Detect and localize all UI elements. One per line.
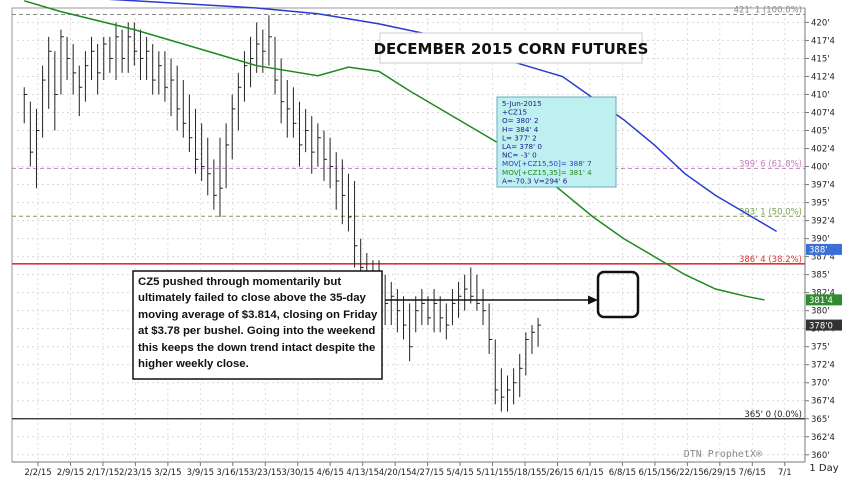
date-tick-label: 3/16/15 [216,468,249,478]
date-tick-label: 2/23/15 [119,468,152,478]
price-tick-label: 400' [811,163,830,173]
fib-level-label: 386' 4 (38.2%) [739,255,802,265]
fibonacci-levels: 421' 1 (100.0%) 399' 6 (61.8%) 393' 1 (50.… [12,5,805,420]
moving-average-line-1 [23,0,765,301]
watermark: DTN ProphetX® [684,449,763,460]
price-tick-label: 385' [811,271,830,281]
price-tick-label: 402'4 [811,145,835,155]
date-tick-label: 6/15/15 [639,468,672,478]
tooltip-line: H= 384' 4 [502,125,539,134]
chart-title: DECEMBER 2015 CORN FUTURES [374,40,649,58]
price-marker [806,319,842,331]
date-tick-label: 5/4/15 [446,468,473,478]
price-tick-label: 395' [811,199,830,209]
annotation-text: CZ5 pushed through momentarily but ultim… [138,276,378,371]
price-tick-label: 380' [811,307,830,317]
price-tick-label: 362'4 [811,433,835,443]
price-tick-label: 365' [811,415,830,425]
date-tick-label: 4/13/15 [346,468,379,478]
date-tick-label: 6/8/15 [609,468,636,478]
date-tick-label: 3/23/15 [249,468,282,478]
annotation-box [132,270,383,380]
date-tick-label: 3/9/15 [187,468,214,478]
price-tick-label: 410' [811,90,830,100]
moving-average-line-0 [107,0,777,233]
date-tick-label: 4/27/15 [411,468,444,478]
date-tick-label: 6/29/15 [703,468,736,478]
date-tick-label: 3/2/15 [154,468,181,478]
fib-level-label: 399' 6 (61.8%) [739,159,802,169]
date-tick-label: 7/1 [778,468,792,478]
price-tick-label: 360' [811,451,830,461]
date-tick-label: 3/30/15 [281,468,314,478]
grid-lines [11,7,806,463]
data-tooltip [496,96,617,188]
price-axis: 420' 417'4 415' 412'4 410' 407'4 405' 402'4 400'… [804,8,842,462]
fib-level-label: 393' 1 (50.0%) [739,207,802,217]
tooltip-line: MOV[+CZ15,50]= 388' 7 [502,159,592,168]
date-tick-label: 2/17/15 [87,468,120,478]
moving-average-lines [23,0,777,301]
date-tick-label: 6/22/15 [671,468,704,478]
price-tick-label: 390' [811,235,830,245]
date-tick-label: 5/11/15 [476,468,509,478]
price-tick-label: 397'4 [811,181,835,191]
date-tick-label: 5/18/15 [509,468,542,478]
price-tick-label: 415' [811,54,830,64]
tooltip-line: +CZ15 [502,108,527,117]
price-tick-label: 372'4 [811,361,835,371]
callout-highlight-box [596,270,640,319]
date-tick-label: 2/2/15 [24,468,51,478]
price-tick-label: 387'4 [811,253,835,263]
period-label: 1 Day [809,463,838,474]
price-tick-label: 375' [811,343,830,353]
tooltip-line: A=-70.3 V=294' 6 [502,176,568,185]
price-marker-label: 378'0 [809,321,833,331]
price-marker-label: 381'4 [809,296,833,306]
date-tick-label: 6/1/15 [576,468,603,478]
price-tick-label: 412'4 [811,72,835,82]
price-tick-label: 407'4 [811,108,835,118]
price-tick-label: 392'4 [811,217,835,227]
annotation-object: CZ5 pushed through momentarily but ultim… [138,276,378,371]
date-tick-label: 5/26/15 [541,468,574,478]
date-tick-label: 4/20/15 [379,468,412,478]
fib-level-label: 365' 0 (0.0%) [744,410,802,420]
tooltip-line: L= 377' 2 [502,133,537,142]
price-tick-label: 370' [811,379,830,389]
price-marker-label: 388' [809,246,828,256]
fib-level-label: 421' 1 (100.0%) [734,5,802,15]
tooltip-line: 5-Jun-2015 [502,99,542,108]
price-tick-label: 382'4 [811,289,835,299]
price-marker [806,294,842,306]
price-marker [806,243,842,255]
tooltip-line: O= 380' 2 [502,116,539,125]
tooltip-line: NC= -3' 0 [502,151,537,160]
date-tick-label: 4/6/15 [317,468,344,478]
title-box [379,32,643,64]
date-axis: 2/2/15 2/9/15 2/17/15 2/23/15 3/2/15 3/9/15 3/… [12,461,805,478]
annotation-arrow-head [588,295,598,305]
date-tick-label: 7/6/15 [739,468,766,478]
tooltip-line: MOV[+CZ15,35]= 381' 4 [502,168,592,177]
price-tick-label: 420' [811,18,830,28]
tooltip-line: LA= 378' 0 [502,142,542,151]
price-tick-label: 405' [811,127,830,137]
price-tick-label: 417'4 [811,36,835,46]
price-tick-label: 367'4 [811,397,835,407]
date-tick-label: 2/9/15 [57,468,84,478]
